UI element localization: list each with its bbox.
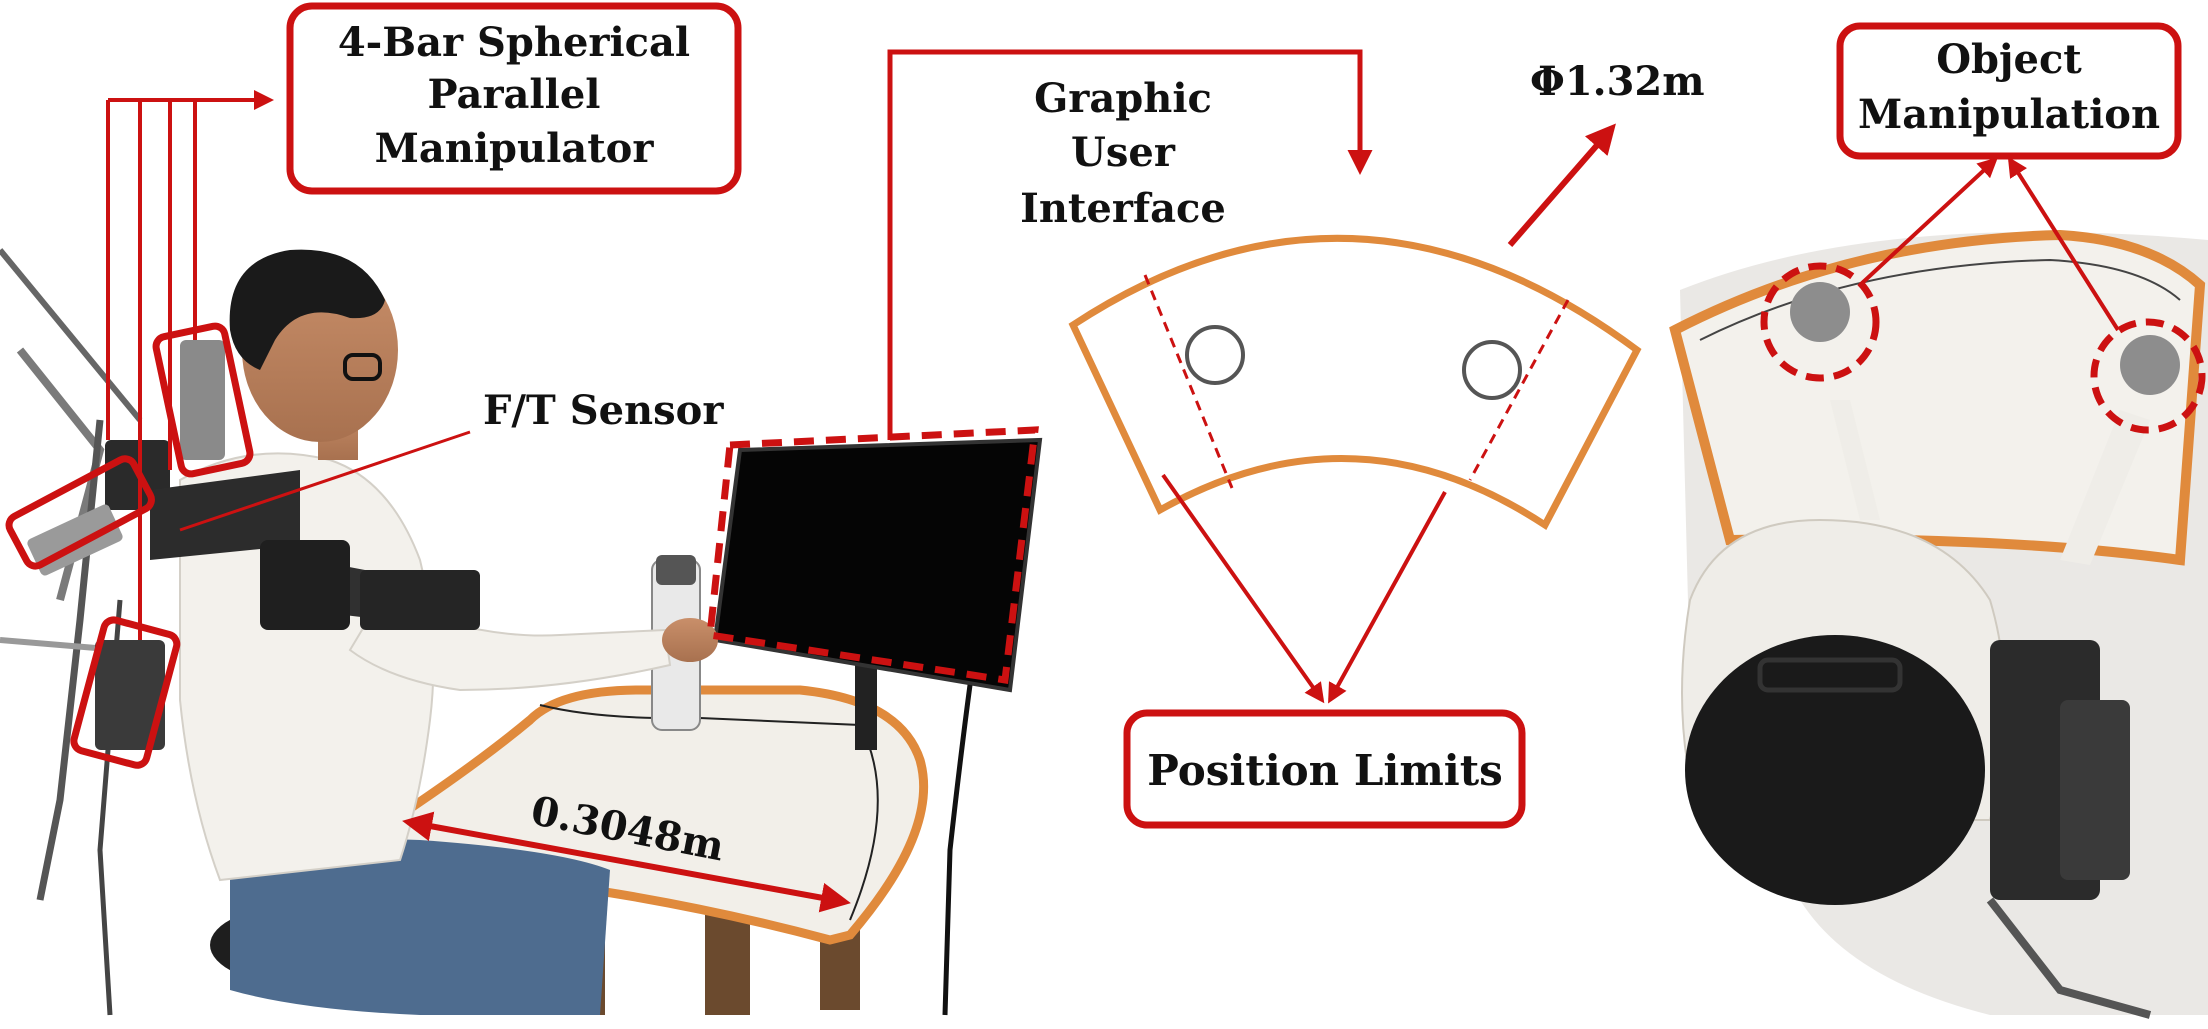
position-limits-box [1123, 709, 1526, 829]
target-circle-left [1185, 325, 1245, 385]
manipulator-label-box [286, 2, 742, 195]
target-circle-right [1462, 340, 1522, 400]
gui-label-line2: User [1071, 129, 1176, 176]
gui-label-line1: Graphic [1034, 75, 1212, 122]
left-limit-line [1143, 274, 1234, 489]
gui-label-line3: Interface [1020, 185, 1226, 232]
bottle-right-top [2120, 335, 2180, 395]
monitor [712, 437, 1043, 1016]
head-top [1685, 635, 1985, 905]
bottle-left-top [1790, 282, 1850, 342]
object-manipulation-box [1836, 22, 2182, 160]
workspace-annulus-sector [1068, 234, 1642, 531]
object-manipulation-line2: Manipulation [1858, 91, 2160, 138]
object-highlight-left [1760, 262, 1880, 382]
gui-workspace [1068, 234, 1642, 531]
object-highlight-right [2090, 318, 2206, 434]
object-manipulation-line1: Object [1936, 36, 2082, 83]
diameter-label: Φ1.32m [1530, 58, 1705, 105]
highlight-shoulder-link [152, 322, 254, 478]
manipulator-label-line2: Parallel [428, 71, 601, 118]
highlight-lower-link [70, 616, 181, 769]
annotations [5, 2, 2206, 913]
top-view-photo [1669, 229, 2208, 1019]
position-limits-label: Position Limits [1147, 746, 1503, 795]
manipulator-label-line3: Manipulator [375, 125, 655, 172]
ft-sensor-label: F/T Sensor [483, 387, 724, 434]
highlight-back-link [5, 455, 155, 570]
right-limit-line [1468, 299, 1570, 481]
monitor-highlight [706, 426, 1039, 685]
manipulator-label-line1: 4-Bar Spherical [338, 19, 690, 66]
